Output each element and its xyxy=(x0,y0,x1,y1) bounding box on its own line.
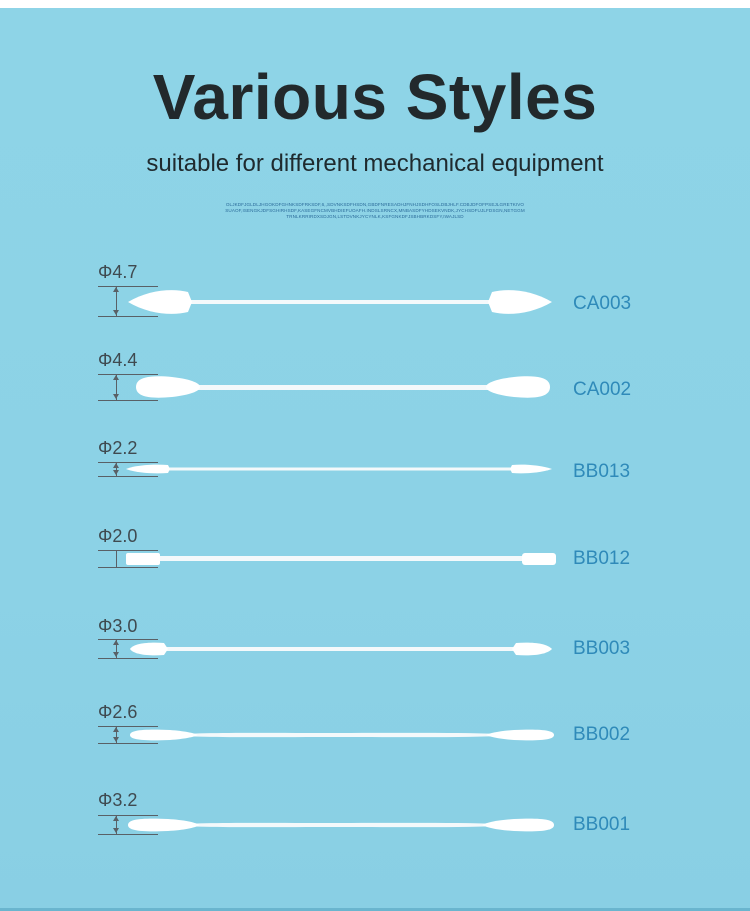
model-code: BB001 xyxy=(573,814,631,835)
swab-row-ca003: Φ4.7 CA003 xyxy=(0,262,750,332)
swab-bb012-image xyxy=(126,553,556,565)
diameter-label: Φ2.2 xyxy=(98,438,138,458)
diameter-label: Φ4.7 xyxy=(98,262,138,282)
model-code: BB012 xyxy=(573,548,631,569)
swab-ca002-image xyxy=(136,376,550,398)
swab-bb001-image xyxy=(128,818,554,832)
diameter-label: Φ3.2 xyxy=(98,790,138,810)
top-strip xyxy=(0,0,750,8)
swab-bb013-image xyxy=(126,464,552,474)
swab-row-bb003: Φ3.0 BB003 xyxy=(0,616,750,686)
model-code: CA003 xyxy=(573,293,632,314)
diameter-label: Φ3.0 xyxy=(98,616,138,636)
page-title: Various Styles xyxy=(152,61,598,133)
swab-ca003-image xyxy=(128,290,552,314)
diameter-label: Φ2.6 xyxy=(98,702,138,722)
swab-row-bb001: Φ3.2 BB001 xyxy=(0,790,750,860)
swab-row-bb002: Φ2.6 BB002 xyxy=(0,702,750,772)
swab-row-bb012: Φ2.0 BB012 xyxy=(0,526,750,596)
model-code: BB002 xyxy=(573,724,631,745)
bottom-line xyxy=(0,908,750,911)
diameter-label: Φ2.0 xyxy=(98,526,138,546)
page-subtitle: suitable for different mechanical equipm… xyxy=(146,150,604,177)
swab-row-ca002: Φ4.4 CA002 xyxy=(0,350,750,420)
swab-bb003-image xyxy=(130,642,552,656)
diameter-label: Φ4.4 xyxy=(98,350,138,370)
model-code: CA002 xyxy=(573,379,632,400)
fine-print-text: OLJKDFJGLDLJHGOKDFGHNKSDFRKSDF,6,,SDVNKS… xyxy=(225,202,525,219)
swab-row-bb013: Φ2.2 BB013 xyxy=(0,438,750,508)
model-code: BB003 xyxy=(573,638,631,659)
banner-background xyxy=(0,8,750,910)
model-code: BB013 xyxy=(573,461,631,482)
swab-bb002-image xyxy=(130,729,554,741)
